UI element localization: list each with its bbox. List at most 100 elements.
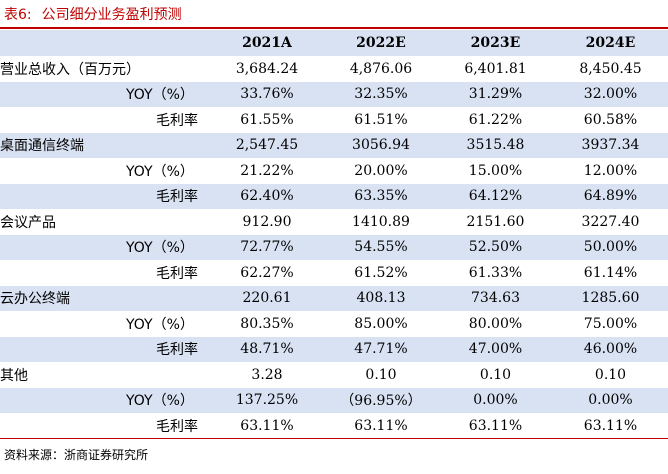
value-cell: 4,876.06 (349, 60, 413, 77)
header-cell-2022e: 2022E (324, 30, 438, 56)
table-row: 毛利率 62.27% 61.52% 61.33% 61.14% (0, 260, 668, 286)
value-cell: 46.00% (553, 336, 668, 362)
value-cell: 31.29% (438, 81, 553, 107)
value-cell: 20.00% (354, 162, 408, 179)
row-label: YOY（%） (0, 234, 210, 260)
table-row: 毛利率 61.55% 61.51% 61.22% 60.58% (0, 107, 668, 133)
value-cell: 48.71% (210, 336, 324, 362)
value-cell: 912.90 (242, 213, 292, 230)
value-cell: 0.10 (365, 366, 397, 383)
value-cell: 61.22% (468, 111, 523, 128)
forecast-table: 2021A 2022E 2023E 2024E 营业总收入（百万元） 3,684.… (0, 30, 668, 439)
header-cell-2021a: 2021A (210, 30, 324, 56)
value-cell: 61.55% (240, 111, 294, 128)
value-cell: （96.95%） (324, 387, 438, 413)
value-cell: 61.14% (583, 264, 638, 281)
row-label: 其他 (0, 367, 28, 384)
row-label: 桌面通信终端 (0, 132, 210, 158)
value-cell: 3515.48 (438, 132, 553, 158)
value-cell: 62.40% (210, 183, 324, 209)
value-cell: 3227.40 (581, 213, 640, 230)
value-cell: 32.00% (553, 81, 668, 107)
value-cell: 0.00% (438, 387, 553, 413)
source-note: 资料来源：浙商证券研究所 (4, 448, 149, 462)
value-cell: 63.11% (583, 417, 638, 434)
value-cell: 64.89% (553, 183, 668, 209)
row-label: 云办公终端 (0, 285, 210, 311)
table-row: 毛利率 48.71% 47.71% 47.00% 46.00% (0, 336, 668, 362)
value-cell: 52.50% (438, 234, 553, 260)
row-label: 毛利率 (156, 418, 198, 435)
table-row: YOY（%） 137.25% （96.95%） 0.00% 0.00% (0, 387, 668, 413)
table-row: 桌面通信终端 2,547.45 3056.94 3515.48 3937.34 (0, 132, 668, 158)
header-row: 2021A 2022E 2023E 2024E (0, 30, 668, 56)
row-label: 会议产品 (0, 214, 56, 231)
row-label: 营业总收入（百万元） (0, 61, 140, 78)
value-cell: 50.00% (553, 234, 668, 260)
row-label: YOY（%） (126, 163, 194, 180)
bottom-divider (0, 438, 668, 439)
table-row: YOY（%） 80.35% 85.00% 80.00% 75.00% (0, 311, 668, 337)
value-cell: 75.00% (583, 315, 638, 332)
table-row: 其他 3.28 0.10 0.10 0.10 (0, 362, 668, 388)
value-cell: 137.25% (210, 387, 324, 413)
value-cell: 85.00% (354, 315, 408, 332)
table-title: 表6: 公司细分业务盈利预测 (4, 4, 182, 26)
row-label: 毛利率 (156, 112, 198, 129)
table-row: 毛利率 63.11% 63.11% 63.11% 63.11% (0, 413, 668, 439)
header-cell-2024e: 2024E (553, 30, 668, 56)
value-cell: 60.58% (583, 111, 638, 128)
value-cell: 1410.89 (352, 213, 410, 230)
value-cell: 47.00% (438, 336, 553, 362)
value-cell: 0.00% (553, 387, 668, 413)
value-cell: 3.28 (251, 366, 283, 383)
row-label: YOY（%） (0, 81, 210, 107)
row-label: YOY（%） (126, 316, 194, 333)
value-cell: 15.00% (468, 162, 523, 179)
value-cell: 408.13 (324, 285, 438, 311)
row-label: 毛利率 (0, 336, 210, 362)
value-cell: 8,450.45 (579, 60, 642, 77)
value-cell: 12.00% (583, 162, 638, 179)
row-label: 毛利率 (0, 183, 210, 209)
table-row: 营业总收入（百万元） 3,684.24 4,876.06 6,401.81 8,450.… (0, 56, 668, 82)
value-cell: 32.35% (324, 81, 438, 107)
value-cell: 21.22% (240, 162, 294, 179)
header-cell-label (0, 30, 210, 56)
value-cell: 63.11% (354, 417, 408, 434)
value-cell: 80.00% (468, 315, 523, 332)
value-cell: 72.77% (210, 234, 324, 260)
value-cell: 61.33% (468, 264, 523, 281)
value-cell: 33.76% (210, 81, 324, 107)
value-cell: 47.71% (324, 336, 438, 362)
table-body: 营业总收入（百万元） 3,684.24 4,876.06 6,401.81 8,450.… (0, 56, 668, 439)
value-cell: 61.52% (354, 264, 408, 281)
value-cell: 54.55% (324, 234, 438, 260)
table-row: 会议产品 912.90 1410.89 2151.60 3227.40 (0, 209, 668, 235)
value-cell: 734.63 (438, 285, 553, 311)
value-cell: 63.11% (240, 417, 294, 434)
table-row: YOY（%） 33.76% 32.35% 31.29% 32.00% (0, 81, 668, 107)
value-cell: 80.35% (240, 315, 294, 332)
value-cell: 63.35% (324, 183, 438, 209)
table-number: 表6: (4, 7, 32, 23)
row-label: YOY（%） (0, 387, 210, 413)
table-caption: 公司细分业务盈利预测 (41, 7, 182, 23)
value-cell: 64.12% (438, 183, 553, 209)
title-divider (0, 27, 668, 29)
table-row: 毛利率 62.40% 63.35% 64.12% 64.89% (0, 183, 668, 209)
row-label: 毛利率 (156, 265, 198, 282)
value-cell: 0.10 (479, 366, 512, 383)
value-cell: 62.27% (240, 264, 294, 281)
value-cell: 63.11% (468, 417, 523, 434)
value-cell: 3056.94 (324, 132, 438, 158)
value-cell: 0.10 (594, 366, 627, 383)
table-row: 云办公终端 220.61 408.13 734.63 1285.60 (0, 285, 668, 311)
table-row: YOY（%） 72.77% 54.55% 52.50% 50.00% (0, 234, 668, 260)
value-cell: 2151.60 (466, 213, 525, 230)
value-cell: 61.51% (354, 111, 408, 128)
value-cell: 3937.34 (553, 132, 668, 158)
header-cell-2023e: 2023E (438, 30, 553, 56)
table-row: YOY（%） 21.22% 20.00% 15.00% 12.00% (0, 158, 668, 184)
value-cell: 3,684.24 (235, 60, 299, 77)
